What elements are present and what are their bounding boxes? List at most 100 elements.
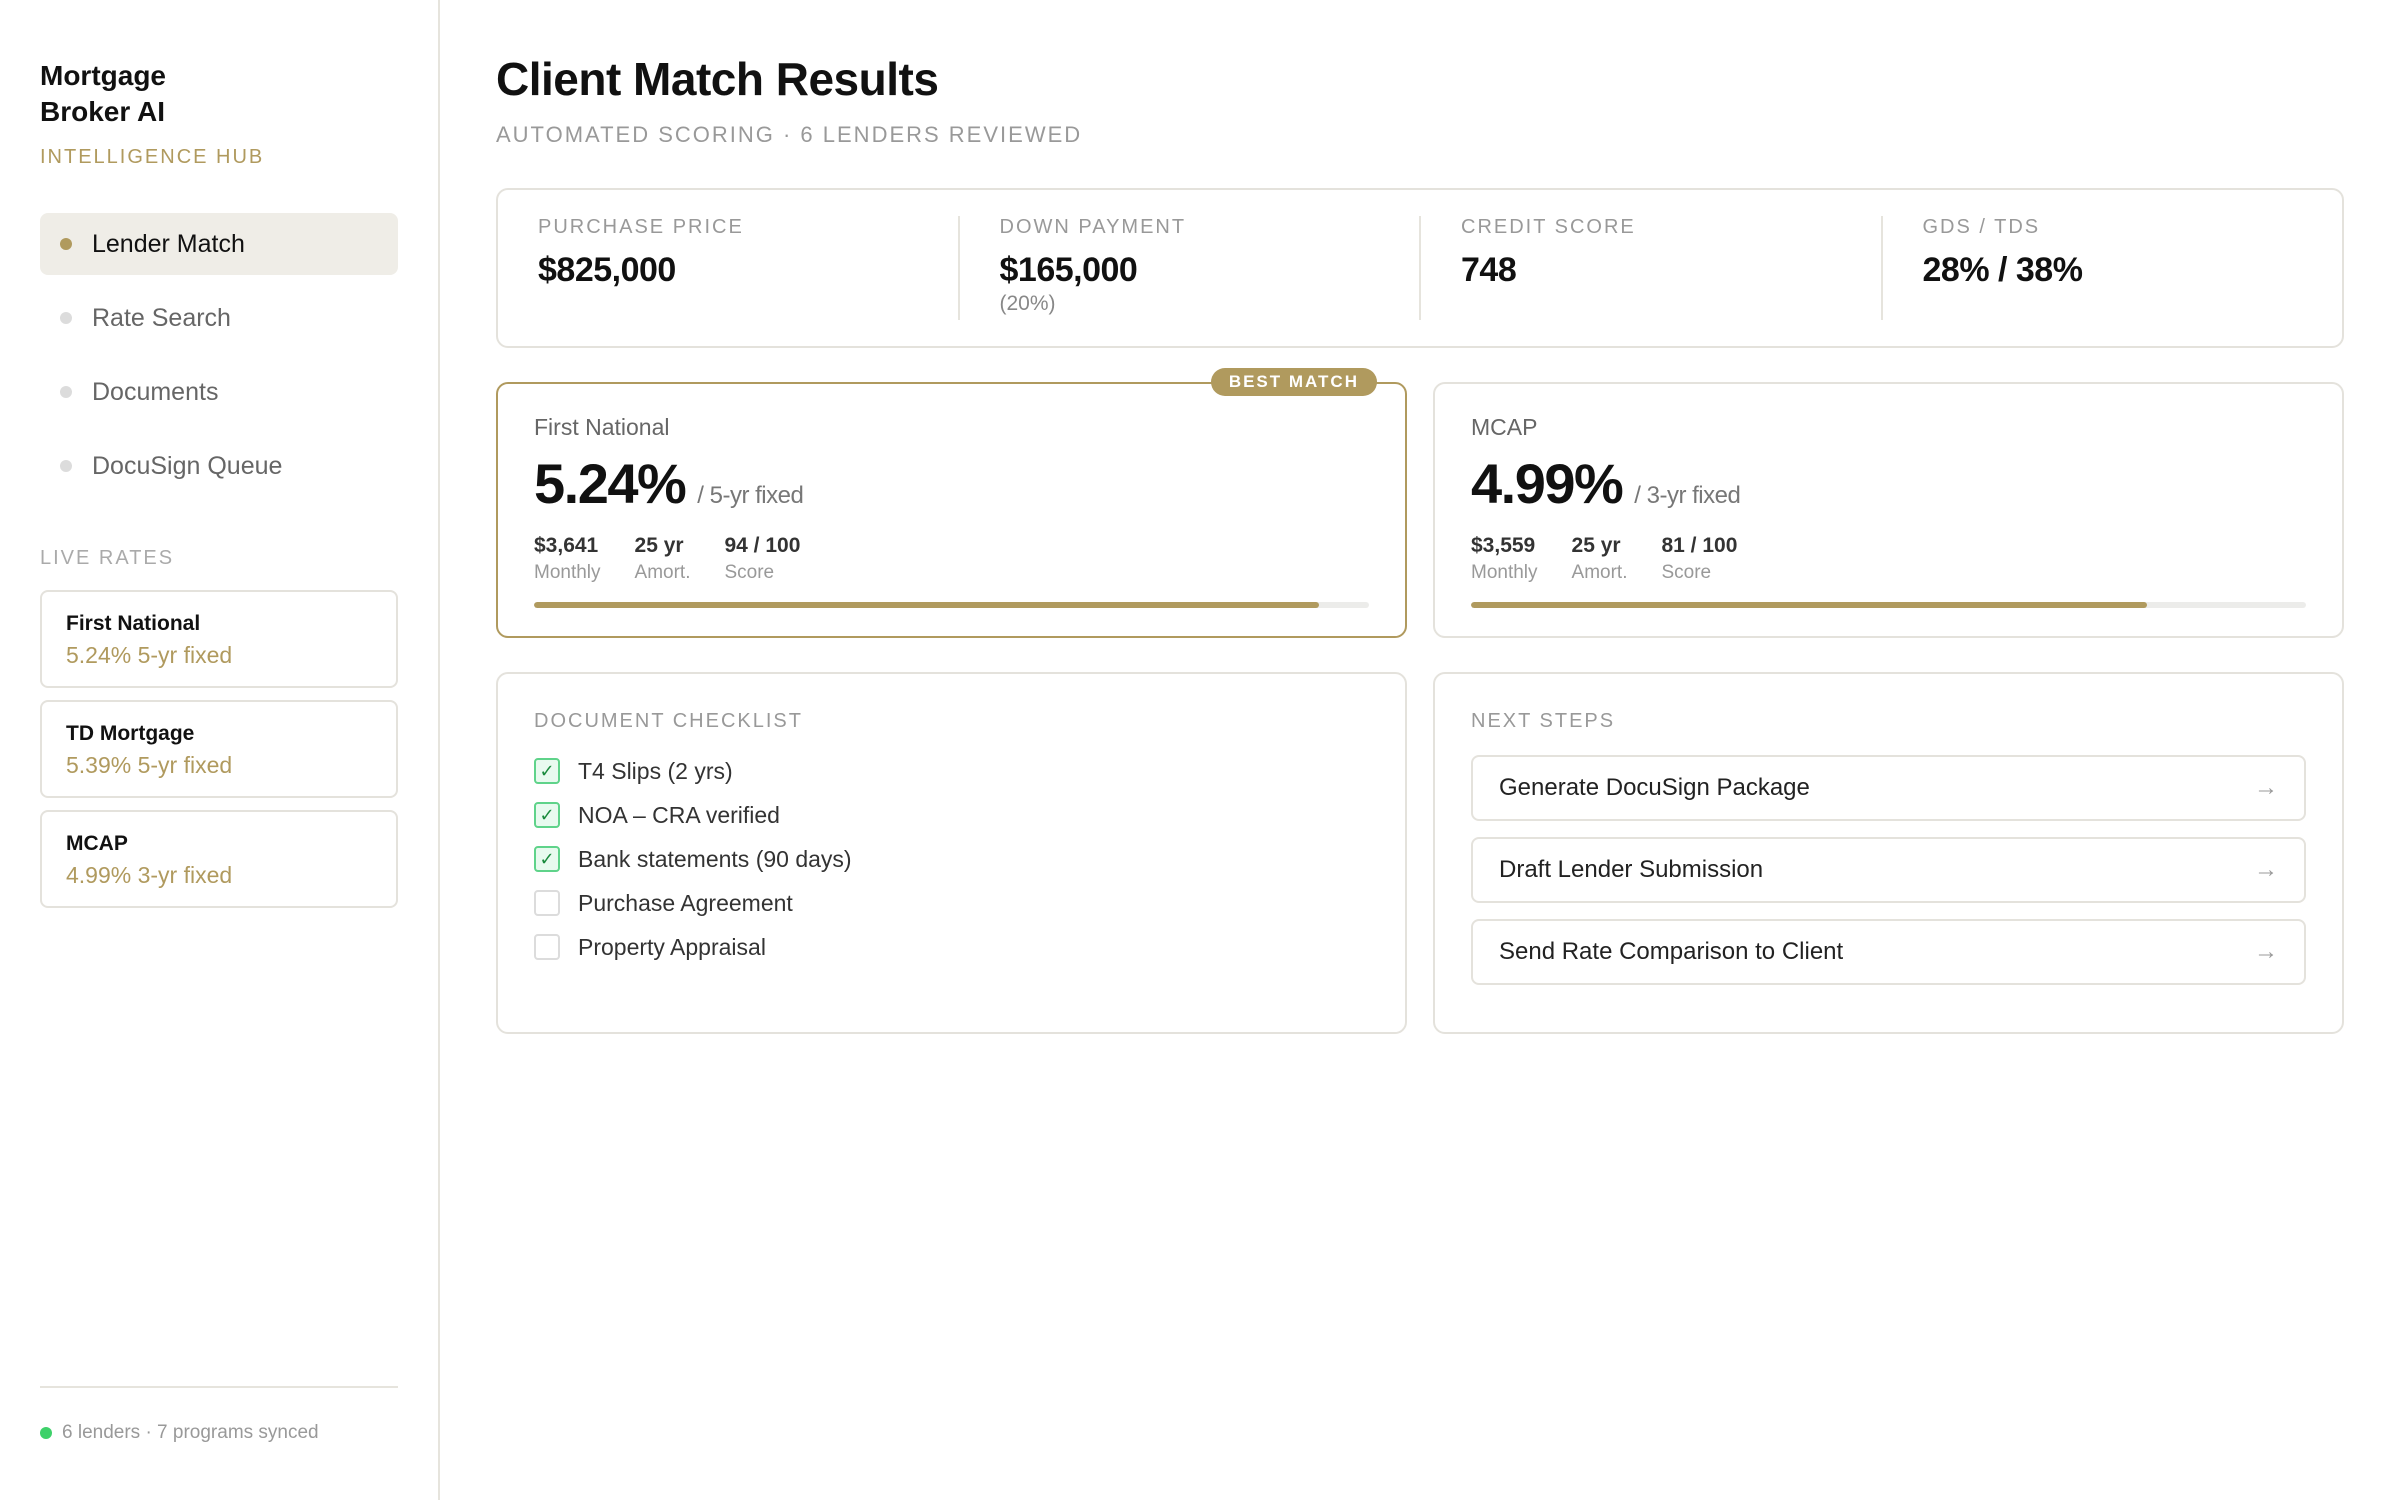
metric-amortization: 25 yr Amort.	[1572, 534, 1628, 584]
brand: Mortgage Broker AI INTELLIGENCE HUB	[40, 58, 398, 169]
lender-rate: 5.24%	[534, 452, 687, 515]
checklist-item[interactable]: Purchase Agreement	[534, 881, 1369, 925]
checklist-item[interactable]: Property Appraisal	[534, 925, 1369, 969]
arrow-right-icon: →	[2254, 938, 2278, 965]
active-dot-icon	[60, 238, 72, 250]
lender-card-mcap[interactable]: MCAP 4.99% / 3-yr fixed $3,559 Monthly 2…	[1433, 382, 2344, 638]
metric-value: $3,559	[1471, 534, 1536, 557]
client-stats: PURCHASE PRICE $825,000 DOWN PAYMENT $16…	[496, 188, 2344, 348]
metric-value: 94 / 100	[724, 534, 801, 557]
dot-icon	[60, 460, 72, 472]
sidebar-item-label: DocuSign Queue	[92, 451, 283, 480]
sidebar-item-rate-search[interactable]: Rate Search	[40, 287, 398, 349]
lender-card-first-national[interactable]: BEST MATCH First National 5.24% / 5-yr f…	[496, 368, 1407, 638]
live-rate-lender: First National	[66, 612, 201, 635]
sync-status: 6 lenders · 7 programs synced	[40, 1386, 398, 1444]
sidebar-item-documents[interactable]: Documents	[40, 361, 398, 423]
score-progress-fill	[534, 602, 1319, 608]
draft-lender-submission-button[interactable]: Draft Lender Submission →	[1471, 837, 2306, 903]
checkbox-checked-icon[interactable]: ✓	[534, 758, 560, 784]
dot-icon	[60, 312, 72, 324]
document-checklist: DOCUMENT CHECKLIST ✓ T4 Slips (2 yrs) ✓ …	[496, 672, 1407, 1034]
brand-subtitle: INTELLIGENCE HUB	[40, 146, 265, 168]
checkbox-checked-icon[interactable]: ✓	[534, 846, 560, 872]
arrow-right-icon: →	[2254, 774, 2278, 801]
sidebar-item-label: Documents	[92, 377, 219, 406]
metric-label: Score	[1661, 562, 1712, 583]
live-rates-heading: LIVE RATES	[40, 547, 175, 569]
score-progress-bar	[1471, 602, 2306, 608]
score-progress-fill	[1471, 602, 2148, 608]
lender-name: First National	[534, 414, 670, 440]
best-match-badge: BEST MATCH	[1210, 368, 1377, 396]
generate-docusign-button[interactable]: Generate DocuSign Package →	[1471, 755, 2306, 821]
metric-label: Amort.	[634, 562, 691, 583]
metric-label: Monthly	[534, 562, 601, 583]
checklist-item-label: Bank statements (90 days)	[578, 845, 852, 872]
checklist-item-label: NOA – CRA verified	[578, 801, 780, 828]
step-label: Generate DocuSign Package	[1499, 774, 1810, 801]
live-rate-lender: MCAP	[66, 832, 128, 855]
metric-label: Monthly	[1471, 562, 1538, 583]
page-title: Client Match Results	[496, 53, 939, 105]
checkbox-empty-icon[interactable]	[534, 890, 560, 916]
metric-value: 25 yr	[1571, 534, 1621, 557]
dot-icon	[60, 386, 72, 398]
checklist-item[interactable]: ✓ T4 Slips (2 yrs)	[534, 749, 1369, 793]
metric-value: 25 yr	[634, 534, 684, 557]
brand-title-line-2: Broker AI	[40, 96, 166, 127]
sidebar-item-docusign-queue[interactable]: DocuSign Queue	[40, 435, 398, 497]
checklist-item-label: T4 Slips (2 yrs)	[578, 757, 733, 784]
stat-purchase-price: PURCHASE PRICE $825,000	[498, 216, 958, 320]
arrow-right-icon: →	[2254, 856, 2278, 883]
lender-metrics: $3,641 Monthly 25 yr Amort. 94 / 100 Sco…	[534, 534, 1369, 584]
metric-label: Score	[724, 562, 775, 583]
score-progress-bar	[534, 602, 1369, 608]
lender-rate: 4.99%	[1471, 452, 1624, 515]
lender-term: / 5-yr fixed	[697, 482, 804, 509]
live-rate-card-mcap[interactable]: MCAP 4.99% 3-yr fixed	[40, 810, 398, 908]
live-rate-value: 5.24% 5-yr fixed	[66, 642, 233, 668]
lender-term: / 3-yr fixed	[1634, 482, 1741, 509]
stat-label: PURCHASE PRICE	[538, 216, 744, 238]
stat-value: 28% / 38%	[1922, 251, 2083, 289]
main-content: Client Match Results AUTOMATED SCORING ·…	[440, 0, 2400, 1500]
stat-value: $165,000	[999, 251, 1138, 289]
metric-value: $3,641	[534, 534, 599, 557]
metric-score: 81 / 100 Score	[1661, 534, 1737, 584]
next-steps-list: Generate DocuSign Package → Draft Lender…	[1471, 755, 2306, 985]
stat-note: (20%)	[999, 292, 1056, 315]
lender-metrics: $3,559 Monthly 25 yr Amort. 81 / 100 Sco…	[1471, 534, 2306, 584]
rate-line: 4.99% / 3-yr fixed	[1471, 451, 2306, 516]
sync-status-text: 6 lenders · 7 programs synced	[62, 1422, 319, 1443]
live-rate-card-first-national[interactable]: First National 5.24% 5-yr fixed	[40, 590, 398, 688]
metric-amortization: 25 yr Amort.	[635, 534, 691, 584]
live-rate-lender: TD Mortgage	[66, 722, 195, 745]
live-rate-card-td-mortgage[interactable]: TD Mortgage 5.39% 5-yr fixed	[40, 700, 398, 798]
next-steps-heading: NEXT STEPS	[1471, 710, 1616, 732]
stat-value: $825,000	[538, 251, 676, 289]
checklist-item[interactable]: ✓ Bank statements (90 days)	[534, 837, 1369, 881]
live-rate-value: 4.99% 3-yr fixed	[66, 862, 233, 888]
sidebar-item-lender-match[interactable]: Lender Match	[40, 213, 398, 275]
checkbox-empty-icon[interactable]	[534, 934, 560, 960]
lender-match-row: BEST MATCH First National 5.24% / 5-yr f…	[496, 368, 2344, 638]
checklist-item-label: Property Appraisal	[578, 933, 766, 960]
stat-gds-tds: GDS / TDS 28% / 38%	[1880, 216, 2343, 320]
stat-label: DOWN PAYMENT	[999, 216, 1187, 238]
metric-monthly: $3,559 Monthly	[1471, 534, 1538, 584]
stat-label: GDS / TDS	[1922, 216, 2041, 238]
checkbox-checked-icon[interactable]: ✓	[534, 802, 560, 828]
stat-label: CREDIT SCORE	[1461, 216, 1636, 238]
send-rate-comparison-button[interactable]: Send Rate Comparison to Client →	[1471, 919, 2306, 985]
checklist-heading: DOCUMENT CHECKLIST	[534, 710, 803, 732]
checklist-items: ✓ T4 Slips (2 yrs) ✓ NOA – CRA verified …	[534, 749, 1369, 969]
page-subtitle: AUTOMATED SCORING · 6 LENDERS REVIEWED	[496, 122, 1083, 147]
status-dot-icon	[40, 1427, 52, 1439]
sidebar: Mortgage Broker AI INTELLIGENCE HUB Lend…	[0, 0, 440, 1500]
stat-value: 748	[1461, 251, 1517, 289]
checklist-item[interactable]: ✓ NOA – CRA verified	[534, 793, 1369, 837]
next-steps: NEXT STEPS Generate DocuSign Package → D…	[1433, 672, 2344, 1034]
stat-down-payment: DOWN PAYMENT $165,000 (20%)	[957, 216, 1420, 320]
